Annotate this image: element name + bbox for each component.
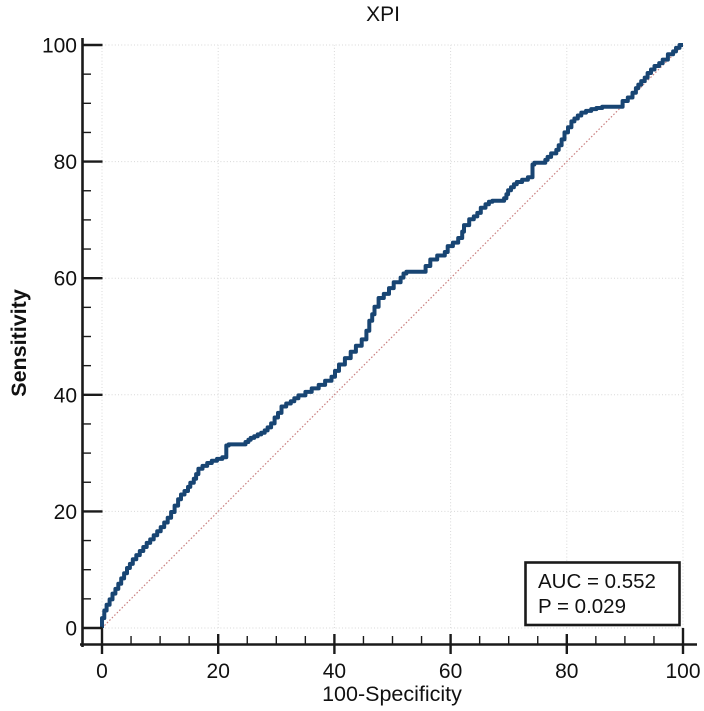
y-tick-label: 40 [54, 384, 77, 407]
x-axis-label: 100-Specificity [322, 682, 462, 706]
x-tick-label: 0 [96, 660, 108, 683]
y-tick-label: 0 [65, 618, 77, 641]
x-tick-label: 40 [323, 660, 346, 683]
y-axis-label: Sensitivity [7, 289, 31, 397]
axes [80, 38, 697, 654]
chart-title: XPI [366, 3, 400, 26]
reference-diagonal-line [101, 44, 684, 629]
annotation-box-border [524, 561, 681, 627]
tick-labels: 0 20 40 60 80 100 0 20 40 60 80 100 [42, 35, 701, 684]
annotation-box: AUC = 0.552 P = 0.029 [524, 561, 681, 627]
y-tick-label: 100 [42, 35, 77, 58]
x-tick-label: 80 [555, 660, 578, 683]
y-tick-label: 60 [54, 268, 77, 291]
y-tick-label: 80 [54, 151, 77, 174]
x-tick-label: 100 [665, 660, 700, 683]
roc-curve [100, 43, 683, 628]
auc-value-text: AUC = 0.552 [538, 570, 656, 593]
x-tick-label: 60 [439, 660, 462, 683]
series-layer [100, 43, 684, 629]
x-tick-label: 20 [207, 660, 230, 683]
gridlines [101, 44, 684, 629]
p-value-text: P = 0.029 [538, 595, 626, 618]
y-tick-label: 20 [54, 501, 77, 524]
